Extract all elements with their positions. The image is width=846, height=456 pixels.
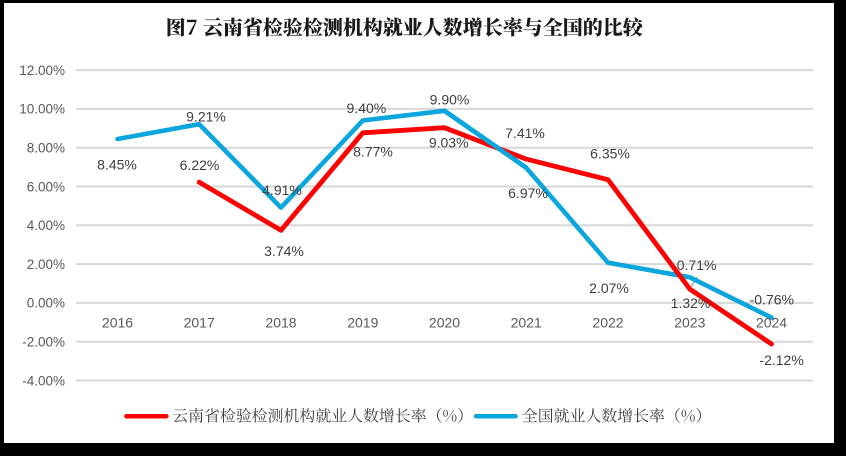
svg-text:-4.00%: -4.00% bbox=[22, 373, 65, 388]
svg-text:9.40%: 9.40% bbox=[347, 100, 387, 116]
svg-text:7.41%: 7.41% bbox=[505, 125, 545, 141]
svg-text:6.97%: 6.97% bbox=[508, 185, 548, 201]
svg-text:8.00%: 8.00% bbox=[27, 141, 65, 156]
svg-text:2023: 2023 bbox=[674, 314, 705, 330]
svg-text:8.77%: 8.77% bbox=[353, 144, 393, 160]
svg-text:10.00%: 10.00% bbox=[19, 102, 65, 117]
svg-text:0.71%: 0.71% bbox=[677, 257, 717, 273]
svg-text:9.90%: 9.90% bbox=[430, 92, 470, 108]
svg-text:-2.12%: -2.12% bbox=[759, 352, 803, 368]
svg-text:-2.00%: -2.00% bbox=[22, 335, 65, 350]
svg-text:4.00%: 4.00% bbox=[27, 218, 65, 233]
svg-text:2016: 2016 bbox=[102, 314, 133, 330]
svg-text:0.00%: 0.00% bbox=[27, 296, 65, 311]
svg-text:2021: 2021 bbox=[511, 314, 542, 330]
svg-text:6.00%: 6.00% bbox=[27, 179, 65, 194]
svg-text:2.00%: 2.00% bbox=[27, 257, 65, 272]
svg-text:2019: 2019 bbox=[347, 314, 378, 330]
svg-text:1.32%: 1.32% bbox=[671, 295, 711, 311]
svg-text:2.07%: 2.07% bbox=[589, 280, 629, 296]
svg-text:8.45%: 8.45% bbox=[97, 157, 137, 173]
svg-text:2024: 2024 bbox=[756, 314, 787, 330]
svg-text:3.74%: 3.74% bbox=[264, 243, 304, 259]
svg-text:12.00%: 12.00% bbox=[19, 63, 65, 78]
svg-text:2018: 2018 bbox=[265, 314, 296, 330]
svg-text:2022: 2022 bbox=[592, 314, 623, 330]
svg-text:-0.76%: -0.76% bbox=[750, 291, 794, 307]
svg-text:2017: 2017 bbox=[184, 314, 215, 330]
svg-text:4.91%: 4.91% bbox=[262, 182, 302, 198]
svg-text:9.03%: 9.03% bbox=[429, 135, 469, 151]
svg-text:6.35%: 6.35% bbox=[590, 146, 630, 162]
svg-text:9.21%: 9.21% bbox=[186, 109, 226, 125]
svg-text:2020: 2020 bbox=[429, 314, 460, 330]
svg-text:6.22%: 6.22% bbox=[180, 157, 220, 173]
